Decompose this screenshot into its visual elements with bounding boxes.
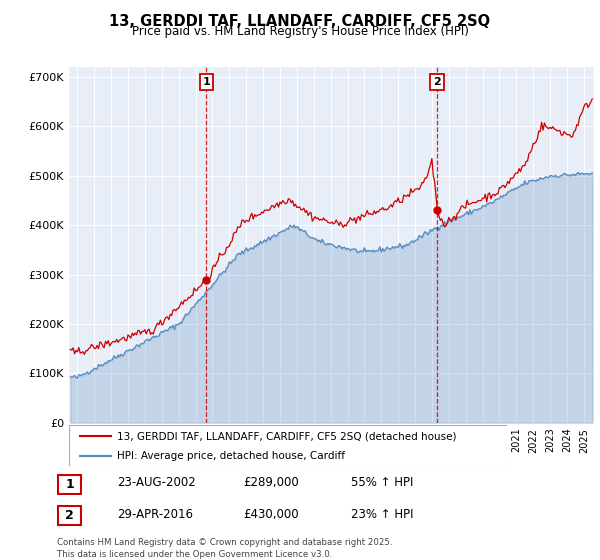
Text: 23-AUG-2002: 23-AUG-2002 — [117, 476, 196, 489]
Text: £430,000: £430,000 — [243, 507, 299, 521]
Text: 13, GERDDI TAF, LLANDAFF, CARDIFF, CF5 2SQ: 13, GERDDI TAF, LLANDAFF, CARDIFF, CF5 2… — [109, 14, 491, 29]
Text: 2: 2 — [434, 77, 442, 87]
Text: 23% ↑ HPI: 23% ↑ HPI — [351, 507, 413, 521]
Text: HPI: Average price, detached house, Cardiff: HPI: Average price, detached house, Card… — [117, 451, 345, 461]
Text: Contains HM Land Registry data © Crown copyright and database right 2025.
This d: Contains HM Land Registry data © Crown c… — [57, 538, 392, 559]
Text: 1: 1 — [203, 77, 211, 87]
Text: £289,000: £289,000 — [243, 476, 299, 489]
Text: 29-APR-2016: 29-APR-2016 — [117, 507, 193, 521]
Text: 2: 2 — [65, 509, 74, 522]
Text: 55% ↑ HPI: 55% ↑ HPI — [351, 476, 413, 489]
Text: Price paid vs. HM Land Registry's House Price Index (HPI): Price paid vs. HM Land Registry's House … — [131, 25, 469, 38]
Text: 13, GERDDI TAF, LLANDAFF, CARDIFF, CF5 2SQ (detached house): 13, GERDDI TAF, LLANDAFF, CARDIFF, CF5 2… — [117, 432, 457, 441]
Text: 1: 1 — [65, 478, 74, 491]
